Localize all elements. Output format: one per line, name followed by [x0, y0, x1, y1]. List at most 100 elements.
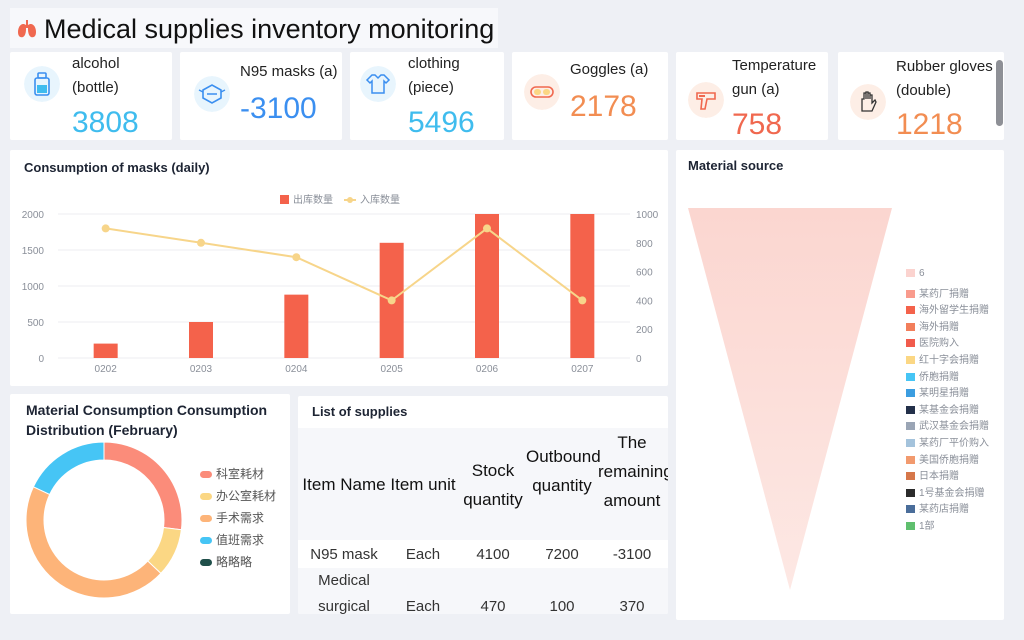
donut-slice — [25, 486, 162, 599]
legend-item[interactable]: 海外捐赠 — [906, 318, 959, 333]
kpi-label: Rubber gloves (double) — [896, 58, 993, 99]
cell-stock: 470 — [480, 598, 506, 614]
cell-outbound: 7200 — [545, 546, 579, 563]
kpi-value: 758 — [732, 108, 783, 141]
legend-item[interactable]: 某基金会捐赠 — [906, 401, 979, 416]
col-header-item-unit: Item unit — [390, 475, 456, 494]
x-tick-label: 0203 — [190, 364, 213, 375]
bar — [189, 322, 213, 358]
legend-label: 值班需求 — [216, 532, 264, 547]
col-header-item-name: Item Name — [302, 475, 386, 494]
col-header-outbound: Outbound quantity — [526, 447, 601, 495]
legend-swatch — [347, 197, 353, 203]
scrollbar-thumb[interactable] — [996, 60, 1003, 126]
panel-title: Material Consumption Consumption Distrib… — [26, 402, 268, 438]
legend-swatch — [906, 356, 915, 364]
y-right-tick-label: 200 — [636, 325, 653, 336]
legend-label: 美国侨胞捐赠 — [919, 454, 979, 466]
line-point — [483, 224, 491, 233]
legend-label: 某基金会捐赠 — [919, 404, 979, 416]
legend-item[interactable]: 美国侨胞捐赠 — [906, 451, 979, 466]
legend-swatch — [906, 389, 915, 398]
bottle-icon — [24, 66, 60, 102]
x-tick-label: 0204 — [285, 364, 308, 375]
legend-swatch — [906, 405, 915, 414]
legend-label: 6 — [919, 268, 925, 279]
table-row[interactable]: N95 mask Each 4100 7200 -3100 — [298, 542, 668, 568]
legend-item[interactable]: 红十字会捐赠 — [906, 351, 979, 366]
x-tick-label: 0205 — [381, 364, 404, 375]
kpi-label: alcohol (bottle) — [72, 55, 120, 96]
masks-chart: 0 500 1000 1500 2000 0 200 400 600 800 1000 0202 020… — [22, 193, 659, 375]
legend-item[interactable]: 海外留学生捐赠 — [906, 301, 989, 316]
legend-label: 日本捐赠 — [919, 471, 959, 483]
material-source-panel: Material source — [676, 150, 1004, 620]
legend-swatch — [200, 493, 212, 500]
legend-item[interactable]: 某药厂捐赠 — [906, 285, 969, 300]
legend-item[interactable]: 武汉基金会捐赠 — [906, 417, 989, 432]
legend-item[interactable]: 某药厂平价购入 — [906, 434, 989, 449]
legend-label: 1号基金会捐赠 — [919, 487, 985, 499]
legend-item[interactable]: 医院购入 — [906, 334, 959, 349]
shirt-icon — [360, 66, 396, 102]
legend-item[interactable]: 侨胞捐赠 — [906, 368, 959, 383]
kpi-label: Goggles (a) — [570, 61, 649, 78]
legend-swatch — [906, 505, 915, 514]
x-tick-label: 0206 — [476, 364, 499, 375]
legend-swatch — [906, 422, 915, 431]
legend-item[interactable]: 某药店捐赠 — [906, 500, 969, 515]
line-point — [292, 253, 301, 262]
kpi-label: clothing (piece) — [408, 55, 460, 96]
legend-item[interactable]: 1部 — [906, 517, 935, 532]
legend-swatch — [906, 455, 915, 464]
bar — [93, 343, 118, 358]
page-title: Medical supplies inventory monitoring — [44, 14, 495, 44]
legend-item[interactable]: 日本捐赠 — [906, 467, 959, 482]
y-right-tick-label: 600 — [636, 268, 653, 279]
legend-label: 出库数量 — [293, 193, 333, 206]
legend-label: 入库数量 — [360, 193, 400, 206]
line-point — [101, 224, 110, 233]
line-point — [578, 296, 587, 305]
legend-swatch — [906, 488, 915, 497]
panel-title: Material source — [688, 158, 784, 173]
y-left-tick-label: 500 — [27, 318, 44, 329]
legend-label: 海外留学生捐赠 — [919, 305, 989, 317]
glove-icon — [850, 84, 886, 120]
cell-outbound: 100 — [549, 598, 575, 614]
x-tick-label: 0207 — [571, 364, 594, 375]
legend-swatch — [906, 339, 915, 348]
cell-item-name: Medical surgical — [318, 572, 370, 614]
funnel-shape — [688, 208, 892, 590]
cell-stock: 4100 — [476, 546, 510, 563]
legend-swatch — [906, 289, 915, 298]
y-right-tick-label: 800 — [636, 239, 653, 250]
legend-label: 手术需求 — [216, 511, 264, 525]
donut-slice — [32, 441, 105, 496]
kpi-card-goggles: Goggles (a) 2178 — [512, 52, 668, 140]
panel-title: Consumption of masks (daily) — [24, 160, 210, 175]
legend-label: 某药店捐赠 — [919, 504, 969, 516]
y-left-tick-label: 2000 — [22, 210, 45, 221]
table-header — [298, 428, 668, 540]
legend-swatch — [906, 322, 915, 331]
donut-slice — [103, 441, 183, 531]
legend-swatch — [906, 372, 915, 381]
legend-swatch — [906, 439, 915, 447]
kpi-label: Temperature gun (a) — [732, 57, 817, 98]
line-point — [197, 238, 205, 247]
legend-item[interactable]: 某明星捐赠 — [906, 384, 969, 399]
y-right-tick-label: 1000 — [636, 210, 659, 221]
table-row[interactable]: Medical surgical Each 470 100 370 — [298, 568, 668, 614]
cell-item-unit: Each — [405, 598, 441, 614]
kpi-card-n95: N95 masks (a) -3100 — [180, 52, 342, 140]
legend-item[interactable]: 1号基金会捐赠 — [906, 484, 985, 499]
kpi-card-alcohol: alcohol (bottle) 3808 — [10, 52, 172, 140]
consumption-distribution-panel: Material Consumption Consumption Distrib… — [10, 394, 290, 614]
legend-item[interactable]: 6 — [906, 268, 925, 279]
y-left-tick-label: 1500 — [22, 246, 45, 257]
kpi-value: -3100 — [240, 92, 317, 125]
kpi-value: 3808 — [72, 106, 139, 139]
legend-label: 红十字会捐赠 — [919, 355, 979, 366]
y-right-tick-label: 0 — [636, 354, 642, 365]
